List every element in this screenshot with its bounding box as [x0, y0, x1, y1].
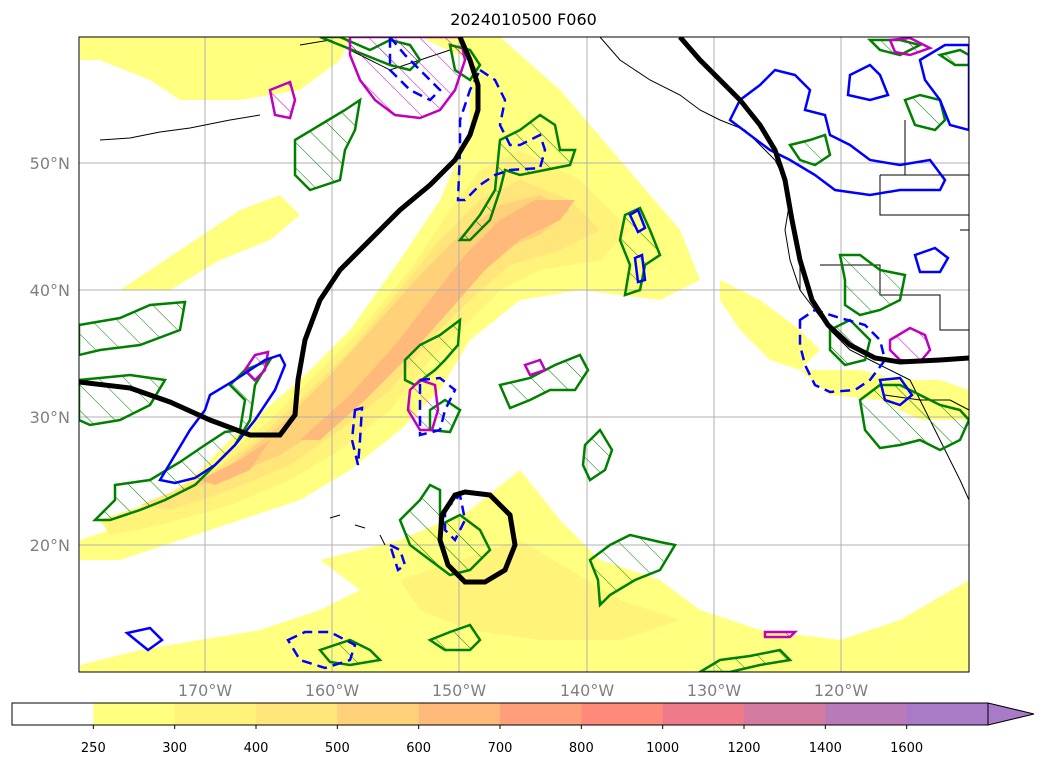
lon-label-150w: 150°W [432, 681, 487, 700]
magenta-contours [243, 37, 934, 639]
lon-label-170w: 170°W [178, 681, 233, 700]
colorbar-segment [662, 703, 745, 725]
colorbar-tick-label: 250 [81, 741, 106, 756]
lon-label-130w: 130°W [687, 681, 742, 700]
colorbar-segment [906, 703, 989, 725]
colorbar-segment [744, 703, 826, 725]
colorbar-tick-label: 700 [488, 741, 513, 756]
colorbar-tick-label: 300 [162, 741, 187, 756]
colorbar-segment [174, 703, 257, 725]
map-area [79, 37, 969, 672]
lon-label-120w: 120°W [814, 681, 869, 700]
colorbar-segment [825, 703, 908, 725]
colorbar-segment [500, 703, 582, 725]
lon-label-140w: 140°W [560, 681, 615, 700]
colorbar-segment [337, 703, 420, 725]
lon-label-160w: 160°W [305, 681, 360, 700]
colorbar-tick-label: 400 [244, 741, 269, 756]
colorbar-tick-label: 1400 [809, 741, 842, 756]
colorbar-segment [12, 703, 94, 725]
colorbar-tick-label: 500 [325, 741, 350, 756]
map-title: 2024010500 F060 [450, 10, 597, 29]
colorbar-segment [581, 703, 664, 725]
colorbar-tick-label: 1000 [646, 741, 679, 756]
lat-label-40n: 40°N [30, 281, 70, 300]
blue-dashed-contours [286, 37, 887, 670]
map-frame [78, 36, 970, 673]
colorbar: 250 300 400 500 600 700 800 1000 1200 1400 1600 [11, 702, 1035, 756]
colorbar-tick-label: 800 [569, 741, 594, 756]
colorbar-extend-arrow [987, 702, 1035, 726]
longitude-labels: 170°W 160°W 150°W 140°W 130°W 120°W [178, 681, 869, 700]
lat-label-20n: 20°N [30, 536, 70, 555]
latitude-labels: 50°N 40°N 30°N 20°N [30, 154, 70, 555]
colorbar-segment [418, 703, 501, 725]
lat-label-30n: 30°N [30, 408, 70, 427]
colorbar-segment [93, 703, 176, 725]
colorbar-tick-label: 1200 [727, 741, 760, 756]
black-contours [79, 37, 969, 585]
colorbar-segment [256, 703, 338, 725]
colorbar-tick-label: 1600 [890, 741, 923, 756]
lat-label-50n: 50°N [30, 154, 70, 173]
colorbar-tick-label: 600 [406, 741, 431, 756]
